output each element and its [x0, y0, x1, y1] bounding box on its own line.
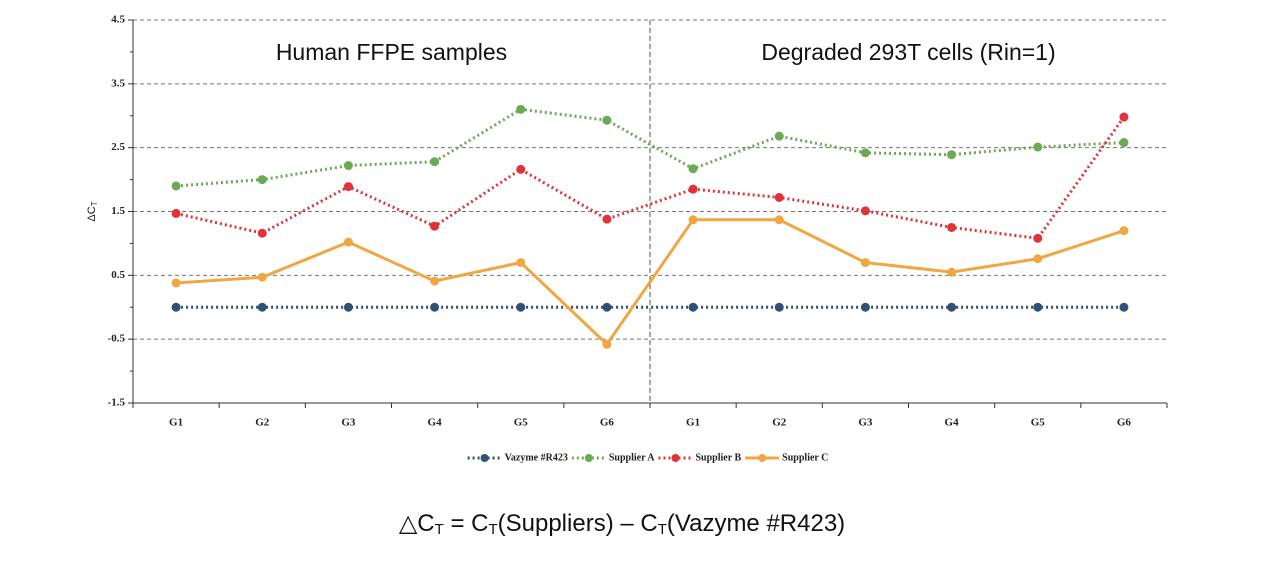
- data-point: [516, 302, 526, 312]
- y-tick-label: 4.5: [111, 14, 125, 26]
- data-point: [774, 302, 784, 312]
- data-point: [688, 215, 698, 225]
- x-tick-label: G4: [428, 417, 443, 429]
- x-tick-label: G1: [169, 417, 183, 429]
- formula-text: = C: [444, 510, 489, 537]
- y-tick-label: 2.5: [111, 141, 125, 153]
- y-tick-label: -0.5: [108, 333, 126, 345]
- data-point: [171, 208, 181, 218]
- data-point: [860, 258, 870, 268]
- formula-text: △C: [399, 510, 435, 537]
- data-point: [343, 302, 353, 312]
- formula-text: (Suppliers) – C: [498, 510, 658, 537]
- data-point: [343, 161, 353, 171]
- data-point: [257, 302, 267, 312]
- data-point: [688, 164, 698, 174]
- data-point: [343, 237, 353, 247]
- group-label: Human FFPE samples: [276, 39, 507, 65]
- data-point: [171, 181, 181, 191]
- x-tick-label: G3: [858, 417, 873, 429]
- legend-marker: [480, 454, 489, 462]
- data-point: [1119, 226, 1129, 236]
- y-tick-label: 1.5: [111, 205, 125, 217]
- data-point: [774, 215, 784, 225]
- data-point: [430, 221, 440, 231]
- group-label: Degraded 293T cells (Rin=1): [761, 39, 1055, 65]
- data-point: [516, 104, 526, 114]
- y-tick-label: 0.5: [111, 269, 125, 281]
- data-point: [774, 192, 784, 202]
- formula-sub: T: [488, 521, 497, 538]
- data-point: [257, 175, 267, 185]
- series-line: [175, 218, 1125, 347]
- data-point: [171, 278, 181, 288]
- x-tick-label: G5: [1031, 417, 1046, 429]
- x-tick-label: G2: [772, 417, 787, 429]
- x-tick-label: G2: [255, 417, 270, 429]
- y-label-sub: T: [90, 201, 99, 206]
- data-point: [947, 222, 957, 232]
- data-point: [430, 302, 440, 312]
- x-tick-label: G5: [514, 417, 529, 429]
- data-point: [257, 228, 267, 238]
- y-axis-label: ΔCT: [86, 201, 99, 221]
- data-point: [1119, 302, 1129, 312]
- data-point: [602, 339, 612, 349]
- x-tick-label: G6: [1117, 417, 1132, 429]
- formula-text: (Vazyme #R423): [667, 510, 845, 537]
- data-point: [430, 157, 440, 167]
- legend: Vazyme #R423 Supplier A Supplier B Supplier…: [467, 452, 828, 463]
- series-line: [175, 107, 1124, 188]
- data-point: [947, 267, 957, 277]
- data-point: [430, 276, 440, 286]
- legend-marker: [584, 454, 593, 462]
- data-point: [602, 302, 612, 312]
- data-point: [257, 272, 267, 282]
- data-point: [1033, 254, 1043, 264]
- data-point: [516, 258, 526, 268]
- legend-marker: [758, 454, 767, 462]
- data-point: [947, 150, 957, 160]
- x-tick-label: G1: [686, 417, 700, 429]
- data-point: [602, 214, 612, 224]
- series-line: [175, 116, 1126, 240]
- legend-marker: [671, 454, 680, 462]
- legend-label: Supplier A: [609, 452, 655, 463]
- legend-label: Supplier C: [782, 452, 828, 463]
- data-point: [860, 302, 870, 312]
- data-point: [602, 115, 612, 125]
- data-point: [860, 148, 870, 158]
- formula-sub: T: [435, 521, 444, 538]
- data-point: [774, 131, 784, 141]
- x-tick-label: G3: [341, 417, 356, 429]
- y-tick-label: -1.5: [108, 397, 126, 409]
- data-point: [1033, 233, 1043, 243]
- data-point: [947, 302, 957, 312]
- y-label-text: ΔC: [86, 206, 98, 221]
- x-tick-label: G4: [945, 417, 960, 429]
- formula-sub: T: [658, 521, 667, 538]
- data-point: [1033, 302, 1043, 312]
- data-point: [343, 182, 353, 192]
- legend-label: Vazyme #R423: [505, 452, 568, 463]
- legend-label: Supplier B: [696, 452, 742, 463]
- y-tick-label: 3.5: [111, 77, 125, 89]
- data-point: [860, 206, 870, 216]
- formula: △CT = CT(Suppliers) – CT(Vazyme #R423): [399, 510, 845, 538]
- data-point: [1119, 112, 1129, 122]
- data-point: [688, 302, 698, 312]
- data-point: [1119, 138, 1129, 148]
- x-tick-label: G6: [600, 417, 615, 429]
- data-point: [516, 164, 526, 174]
- data-point: [171, 302, 181, 312]
- data-point: [688, 184, 698, 194]
- data-point: [1033, 142, 1043, 152]
